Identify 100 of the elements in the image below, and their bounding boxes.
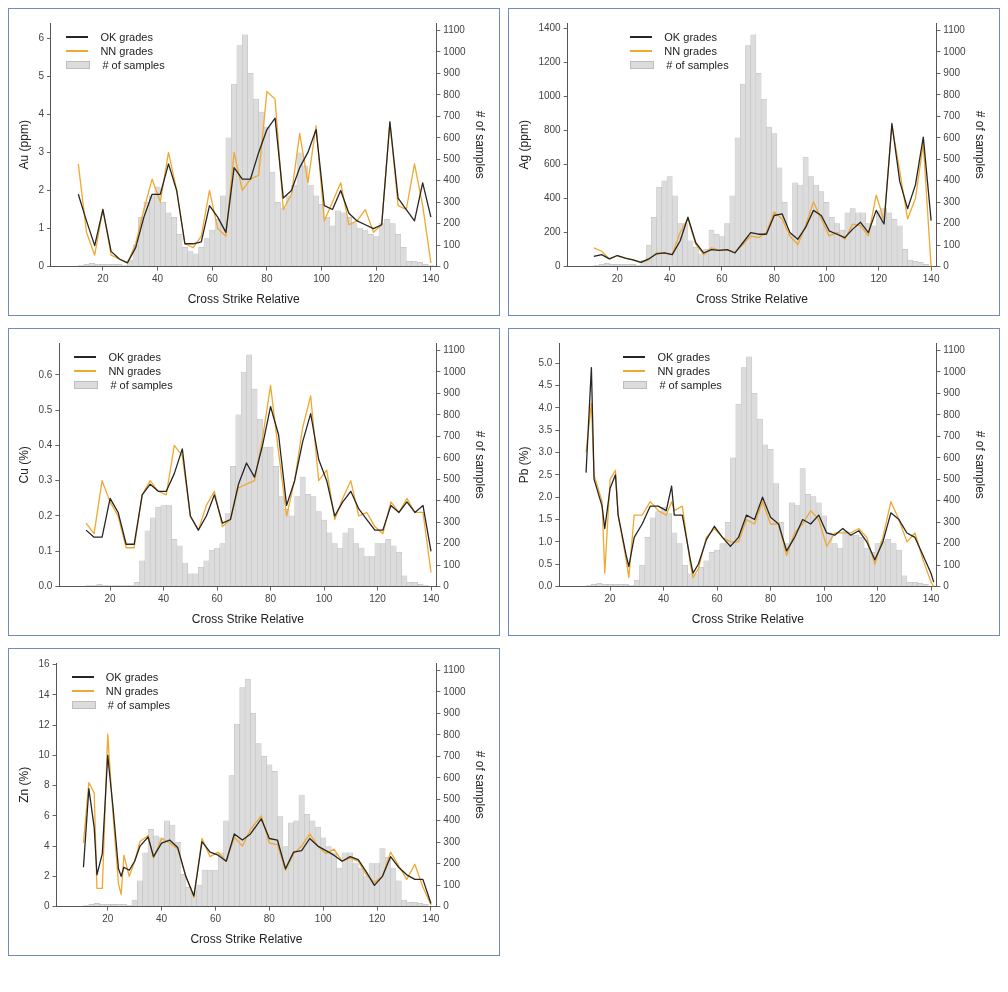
y2-tick-label: 1100 [943,24,966,36]
y2-tick-label: 1100 [443,344,466,356]
y2-tick-label: 200 [443,857,461,869]
y-tick-label: 3.5 [538,423,553,435]
y2-tick-label: 1100 [943,344,966,356]
x-axis-title: Cross Strike Relative [190,932,303,947]
y-axis-title: Ag (ppm) [516,120,531,170]
y-tick-label: 0.0 [38,580,53,592]
y2-tick-label: 600 [443,451,461,463]
y2-tick-label: 0 [943,260,950,272]
y2-tick-label: 500 [443,153,461,165]
y2-tick-label: 300 [443,835,461,847]
x-tick-label: 60 [209,913,222,925]
y2-tick-label: 400 [943,174,961,186]
y2-tick-label: 100 [943,238,961,250]
y-tick-label: 6 [38,31,45,43]
x-tick-label: 80 [768,273,781,285]
legend-label: OK grades [664,30,717,45]
y-tick-label: 4 [38,108,45,120]
y-tick-label: 2 [38,184,45,196]
x-tick-label: 100 [314,913,332,925]
y-tick-label: 600 [543,158,562,170]
y-tick-label: 800 [543,124,562,136]
y-tick-label: 0.6 [38,368,53,380]
y2-tick-label: 0 [943,580,950,592]
y-tick-label: 0 [555,260,562,272]
y2-tick-label: 0 [443,900,450,912]
legend-label: NN grades [657,364,710,379]
y-axis-title: Pb (%) [516,446,531,484]
x-tick-label: 140 [922,593,940,605]
x-tick-label: 60 [211,593,224,605]
x-axis-title: Cross Strike Relative [187,292,300,307]
y2-tick-label: 300 [443,515,461,527]
y2-tick-label: 200 [943,537,961,549]
y-tick-label: 0.5 [38,403,53,415]
y2-tick-label: 800 [943,88,961,100]
legend-label: OK grades [105,670,159,685]
y-tick-label: 4.5 [538,379,553,391]
y2-tick-label: 1000 [943,365,967,377]
y2-tick-label: 1100 [443,664,466,676]
y2-tick-label: 100 [443,878,461,890]
x-tick-label: 40 [658,593,670,605]
y2-axis-title: # of samples [973,110,988,179]
y-tick-label: 1.5 [538,513,553,525]
y2-tick-label: 200 [943,217,961,229]
y2-tick-label: 800 [443,88,461,100]
y2-tick-label: 100 [443,238,461,250]
y-tick-label: 14 [38,688,50,700]
y-tick-label: 4 [43,839,50,851]
y2-tick-label: 700 [943,110,961,122]
y2-tick-label: 900 [443,387,461,399]
y-tick-label: 12 [38,718,50,730]
x-tick-label: 20 [611,273,624,285]
y-tick-label: 1200 [538,55,562,67]
y2-tick-label: 100 [943,558,961,570]
y-axis-title: Au (ppm) [16,120,31,170]
y2-tick-label: 400 [443,814,461,826]
y2-tick-label: 1000 [443,45,467,57]
x-tick-label: 80 [265,593,277,605]
legend-label: NN grades [664,44,717,59]
x-tick-label: 80 [261,273,273,285]
y2-tick-label: 700 [443,750,461,762]
y-tick-label: 0.2 [38,509,53,521]
y-axis-title: Cu (%) [16,446,31,484]
y2-tick-label: 1000 [943,45,967,57]
x-tick-label: 60 [711,593,724,605]
y-tick-label: 8 [43,779,50,791]
y-tick-label: 6 [43,809,50,821]
y2-tick-label: 600 [443,131,461,143]
y2-tick-label: 1000 [443,365,467,377]
x-tick-label: 140 [422,913,440,925]
legend-label: NN grades [100,44,153,59]
x-tick-label: 60 [716,273,728,285]
y2-tick-label: 300 [943,515,961,527]
y-tick-label: 2.0 [538,490,553,502]
y2-axis-title: # of samples [473,430,488,499]
y2-tick-label: 500 [443,793,461,805]
legend-label: # of samples [666,58,729,73]
x-tick-label: 120 [367,273,385,285]
y-tick-label: 3 [38,146,45,158]
legend-label: # of samples [107,698,171,713]
y2-tick-label: 800 [443,728,461,740]
y2-tick-label: 900 [943,387,961,399]
y2-tick-label: 0 [443,580,450,592]
y2-tick-label: 200 [443,217,461,229]
y2-tick-label: 500 [943,153,961,165]
y2-tick-label: 600 [943,131,961,143]
x-tick-label: 120 [869,593,887,605]
legend-label: # of samples [110,378,173,393]
x-tick-label: 40 [664,273,676,285]
y2-axis-title: # of samples [973,430,988,499]
x-tick-label: 20 [104,593,117,605]
y-tick-label: 5.0 [538,356,553,368]
y-tick-label: 0 [43,900,50,912]
y2-tick-label: 100 [443,558,461,570]
y-tick-label: 3.0 [538,446,553,458]
y2-tick-label: 700 [943,430,961,442]
x-tick-label: 100 [315,593,333,605]
x-tick-label: 20 [97,273,109,285]
y-tick-label: 400 [543,192,562,204]
